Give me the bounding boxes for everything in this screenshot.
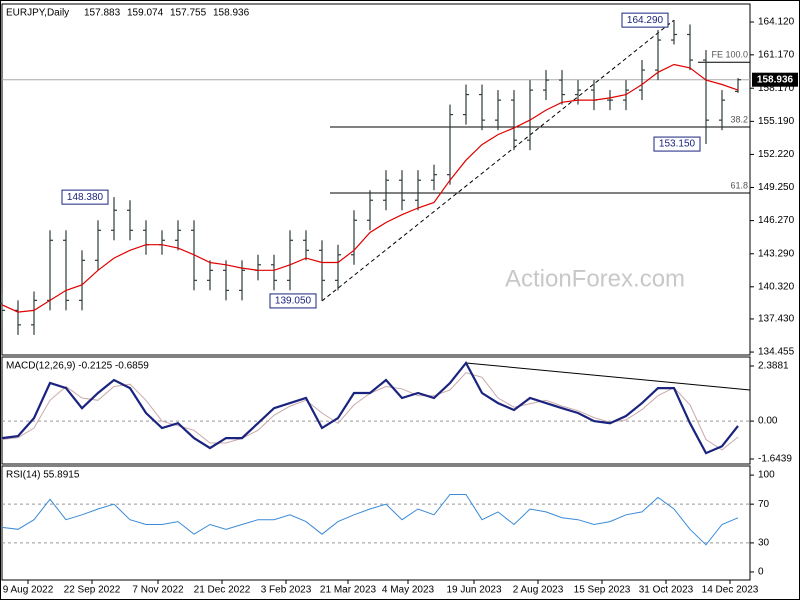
series-line (1, 361, 739, 455)
level-label: 61.8 (730, 180, 748, 190)
level-label: 38.2 (730, 114, 748, 124)
x-tick-label: 4 May 2023 (382, 585, 435, 596)
trendline (321, 19, 675, 302)
y-tick-label: 140.320 (758, 281, 795, 292)
y-tick-label: 100 (758, 470, 775, 481)
y-tick-label: 161.170 (758, 49, 795, 60)
panel-title: EURJPY,Daily (6, 8, 69, 19)
y-tick-label: 152.220 (758, 149, 795, 160)
x-tick-label: 7 Nov 2022 (132, 585, 184, 596)
x-tick-label: 21 Dec 2022 (194, 585, 251, 596)
y-tick-label: 149.250 (758, 182, 795, 193)
moving-average (1, 63, 739, 313)
annotation-box (61, 189, 109, 205)
x-tick-label: 15 Sep 2023 (574, 585, 631, 596)
annotation-label: 139.050 (275, 296, 312, 307)
panel (1, 356, 751, 465)
watermark: ActionForex.com (505, 265, 685, 292)
annotation-label: 148.380 (67, 192, 104, 203)
level-label: FE 100.0 (711, 50, 748, 60)
panel-title: MACD(12,26,9) -0.2125 -0.6859 (6, 361, 149, 372)
annotation-label: 153.150 (659, 139, 696, 150)
header-value: 159.074 (127, 8, 164, 19)
x-tick-label: 21 Mar 2023 (320, 585, 377, 596)
y-tick-label: 30 (758, 538, 770, 549)
annotation-box (621, 12, 669, 28)
y-tick-label: 158.170 (758, 83, 795, 94)
trendline (465, 362, 751, 391)
header-value: 157.755 (170, 8, 207, 19)
current-price-box (752, 72, 798, 87)
y-tick-label: 137.430 (758, 314, 795, 325)
x-tick-label: 31 Oct 2023 (639, 585, 694, 596)
y-tick-label: 2.3881 (758, 361, 789, 372)
x-tick-label: 14 Dec 2023 (702, 585, 759, 596)
x-tick-label: 2 Aug 2023 (513, 585, 564, 596)
x-tick-label: 9 Aug 2022 (3, 585, 54, 596)
y-tick-label: 164.120 (758, 17, 795, 28)
panel (1, 3, 751, 356)
annotation-label: 164.290 (627, 15, 664, 26)
y-tick-label: 0.00 (758, 416, 778, 427)
y-tick-label: 134.455 (758, 347, 795, 358)
y-tick-label: 146.270 (758, 215, 795, 226)
annotation-box (269, 293, 317, 309)
y-tick-label: 0 (758, 567, 764, 578)
x-tick-label: 19 Jun 2023 (446, 585, 501, 596)
current-price-label: 158.936 (757, 74, 794, 85)
series-line (1, 494, 739, 546)
y-tick-label: 143.290 (758, 248, 795, 259)
x-tick-label: 22 Sep 2022 (64, 585, 121, 596)
header-value: 157.883 (84, 8, 121, 19)
y-tick-label: 70 (758, 499, 770, 510)
x-tick-label: 3 Feb 2023 (261, 585, 312, 596)
panel (1, 465, 751, 581)
header-value: 158.936 (213, 8, 250, 19)
annotation-box (653, 136, 701, 152)
y-tick-label: 155.190 (758, 116, 795, 127)
panel-title: RSI(14) 55.8915 (6, 470, 80, 481)
y-tick-label: -1.6439 (758, 454, 792, 465)
